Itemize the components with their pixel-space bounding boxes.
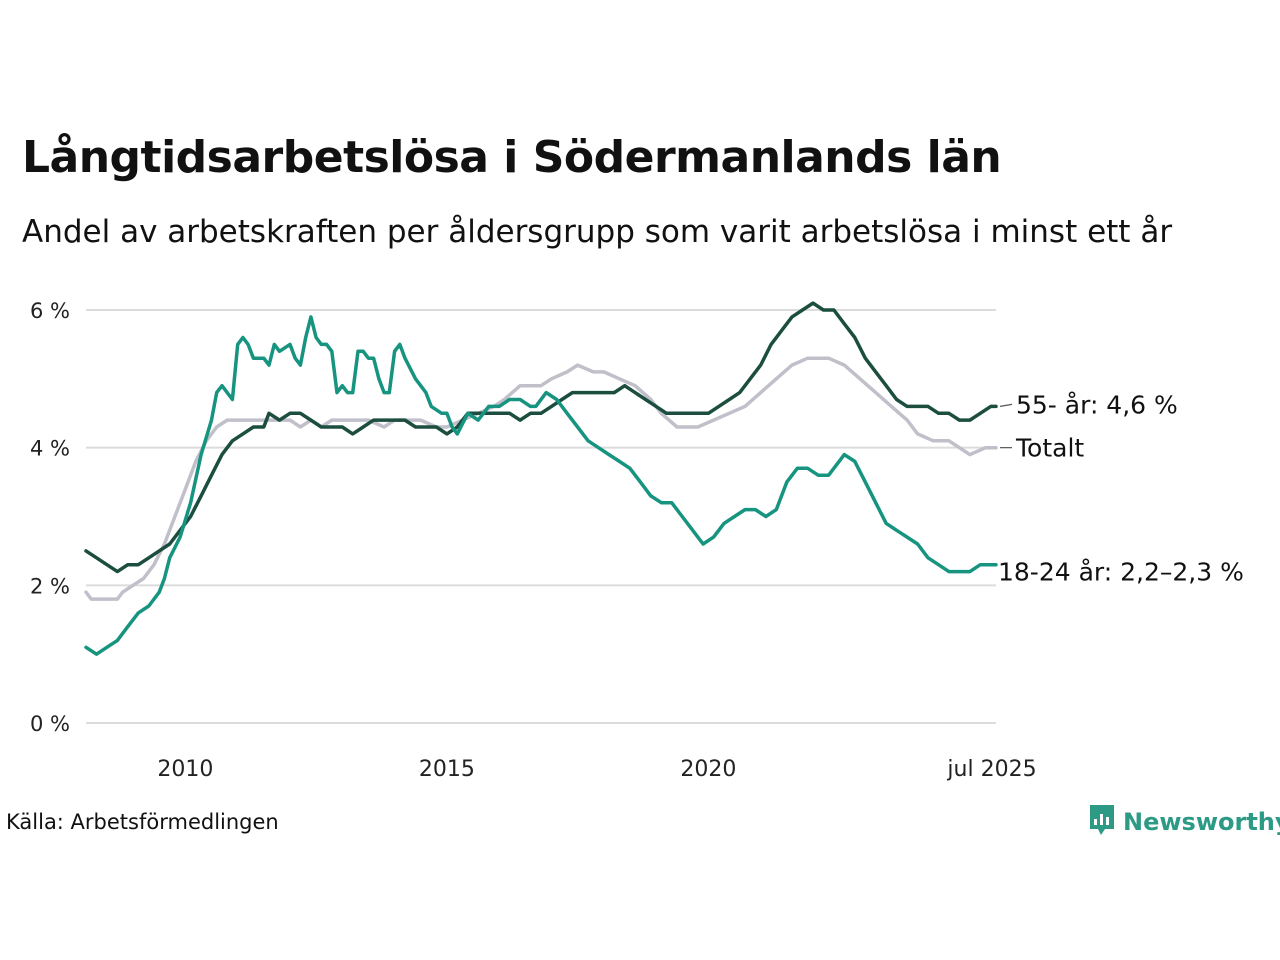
x-axis-ticks: 2010 2015 2020 jul 2025 [157,757,1036,782]
y-tick-label: 4 % [30,437,70,461]
series-label: Totalt [1015,434,1084,463]
gridlines [86,309,996,724]
y-axis-ticks: 0 % 2 % 4 % 6 % [30,299,70,736]
chart-subtitle: Andel av arbetskraften per åldersgrupp s… [22,214,1173,250]
newsworthy-bar-chart-icon [1088,803,1116,841]
y-tick-label: 6 % [30,299,70,323]
series-lines [84,301,998,656]
source-note: Källa: Arbetsförmedlingen [6,810,279,834]
x-tick-label: 2010 [157,757,213,782]
chart-title: Långtidsarbetslösa i Södermanlands län [22,132,1002,183]
y-tick-label: 0 % [30,712,70,736]
logo-text: Newsworthy [1123,808,1280,836]
series-label: 18-24 år: 2,2–2,3 % [998,558,1244,587]
y-tick-label: 2 % [30,574,70,598]
series-line-0 [84,356,998,601]
label-connector [999,403,1013,407]
x-tick-label: 2020 [680,757,736,782]
x-tick-label: jul 2025 [946,757,1036,782]
series-label: 55- år: 4,6 % [1016,390,1178,419]
series-line-1 [84,301,998,574]
series-line-2 [84,315,998,656]
x-tick-label: 2015 [419,757,475,782]
series-labels: Totalt 55- år: 4,6 % 18-24 år: 2,2–2,3 % [998,390,1244,586]
newsworthy-logo: Newsworthy [1088,803,1280,841]
